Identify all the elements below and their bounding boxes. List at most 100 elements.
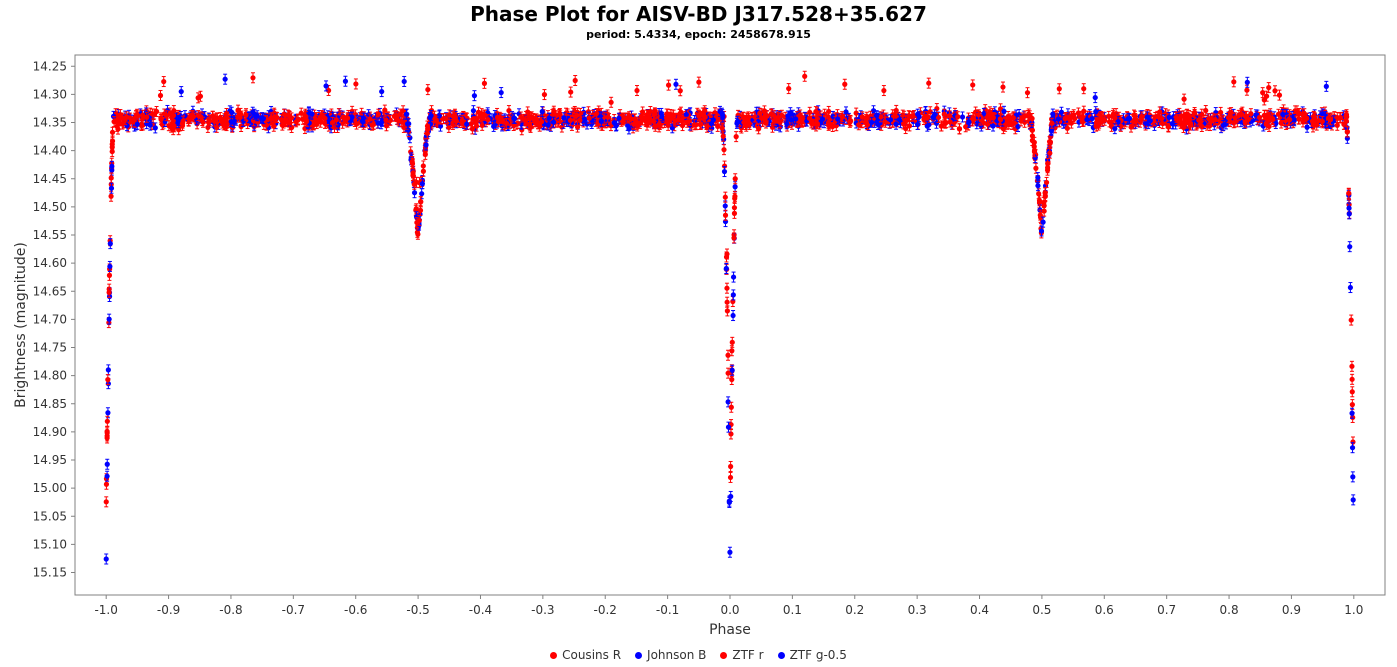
x-tick-label: 0.8 <box>1220 603 1239 617</box>
legend-marker <box>550 651 558 659</box>
cousins-r-point <box>826 118 832 130</box>
johnson-b-point <box>379 86 385 98</box>
x-axis-label: Phase <box>709 622 751 638</box>
cousins-r-point <box>522 115 528 127</box>
y-tick-label: 15.10 <box>33 537 67 551</box>
cousins-r-point <box>724 282 730 294</box>
cousins-r-point <box>1266 82 1272 94</box>
johnson-b-point <box>994 111 1001 123</box>
cousins-r-point <box>924 111 930 123</box>
cousins-r-point <box>138 118 144 130</box>
cousins-r-point <box>786 83 792 95</box>
cousins-r-point <box>298 107 304 119</box>
x-tick-label: 1.0 <box>1344 603 1363 617</box>
legend-label: Johnson B <box>647 648 706 662</box>
cousins-r-point <box>250 72 256 84</box>
x-tick-label: 0.2 <box>845 603 864 617</box>
cousins-r-point <box>443 113 449 125</box>
legend-marker <box>635 651 643 659</box>
y-tick-label: 14.45 <box>33 172 67 186</box>
cousins-r-point <box>802 70 808 82</box>
cousins-r-point <box>1006 118 1012 130</box>
cousins-r-point <box>446 121 452 133</box>
cousins-r-point <box>647 105 653 117</box>
cousins-r-point <box>1260 87 1266 99</box>
johnson-b-point <box>1323 80 1329 92</box>
y-tick-label: 14.80 <box>33 369 67 383</box>
johnson-b-point <box>924 120 930 132</box>
y-tick-label: 14.35 <box>33 116 67 130</box>
legend-item: ZTF r <box>720 648 764 662</box>
x-tick-label: 0.6 <box>1095 603 1114 617</box>
y-tick-label: 15.15 <box>33 566 67 580</box>
cousins-r-point <box>1165 120 1171 132</box>
y-tick-label: 14.75 <box>33 341 67 355</box>
y-tick-label: 14.85 <box>33 397 67 411</box>
johnson-b-point <box>470 105 477 117</box>
johnson-b-point <box>498 87 504 99</box>
cousins-r-point <box>568 86 574 98</box>
johnson-b-point <box>1092 92 1098 104</box>
cousins-r-point <box>572 75 578 87</box>
x-tick-label: 0.5 <box>1032 603 1051 617</box>
cousins-r-point <box>217 112 223 124</box>
y-tick-label: 14.25 <box>33 59 67 73</box>
y-tick-label: 14.50 <box>33 200 67 214</box>
x-tick-label: 0.9 <box>1282 603 1301 617</box>
cousins-r-point <box>1203 105 1209 117</box>
johnson-b-point <box>407 132 413 144</box>
cousins-r-point <box>1231 76 1237 88</box>
x-tick-label: 0.7 <box>1157 603 1176 617</box>
x-tick-label: -0.1 <box>656 603 679 617</box>
cousins-r-point <box>161 76 167 88</box>
legend-label: ZTF r <box>732 648 763 662</box>
johnson-b-point <box>830 110 836 122</box>
y-tick-label: 14.95 <box>33 453 67 467</box>
x-tick-label: -0.9 <box>157 603 180 617</box>
cousins-r-point <box>970 79 976 91</box>
x-tick-label: -1.0 <box>94 603 117 617</box>
x-tick-label: -0.8 <box>219 603 242 617</box>
y-tick-label: 14.70 <box>33 312 67 326</box>
y-tick-label: 14.90 <box>33 425 67 439</box>
legend: Cousins R Johnson B ZTF r ZTF g-0.5 <box>0 648 1397 662</box>
y-tick-label: 14.55 <box>33 228 67 242</box>
johnson-b-point <box>1244 76 1250 88</box>
cousins-r-point <box>1276 89 1283 101</box>
johnson-b-point <box>1126 112 1133 124</box>
x-tick-label: -0.2 <box>594 603 617 617</box>
y-tick-label: 14.60 <box>33 256 67 270</box>
cousins-r-point <box>139 109 146 121</box>
johnson-b-point <box>401 75 407 87</box>
legend-label: Cousins R <box>562 648 621 662</box>
cousins-r-point <box>1349 373 1355 385</box>
cousins-r-point <box>1081 83 1087 95</box>
cousins-r-point <box>197 90 204 102</box>
johnson-b-point <box>727 546 733 558</box>
johnson-b-point <box>959 111 966 123</box>
x-tick-label: -0.4 <box>469 603 492 617</box>
y-tick-label: 15.00 <box>33 481 67 495</box>
x-tick-label: 0.3 <box>908 603 927 617</box>
chart-title: Phase Plot for AISV-BD J317.528+35.627 <box>0 2 1397 26</box>
cousins-r-point <box>1010 112 1016 124</box>
johnson-b-point <box>342 75 349 87</box>
legend-label: ZTF g-0.5 <box>790 648 847 662</box>
cousins-r-point <box>541 89 548 101</box>
johnson-b-point <box>673 78 679 90</box>
x-tick-label: -0.5 <box>406 603 429 617</box>
cousins-r-point <box>956 123 963 135</box>
x-tick-label: 0.1 <box>783 603 802 617</box>
cousins-r-point <box>665 79 672 91</box>
cousins-r-point <box>1337 111 1343 123</box>
plot-area <box>74 54 1386 596</box>
cousins-r-point <box>1334 119 1340 131</box>
legend-item: Johnson B <box>635 648 706 662</box>
legend-item: Cousins R <box>550 648 621 662</box>
cousins-r-point <box>696 76 702 88</box>
cousins-r-point <box>634 85 640 97</box>
x-tick-label: 0.0 <box>720 603 739 617</box>
johnson-b-point <box>1015 120 1021 132</box>
cousins-r-point <box>144 111 150 123</box>
